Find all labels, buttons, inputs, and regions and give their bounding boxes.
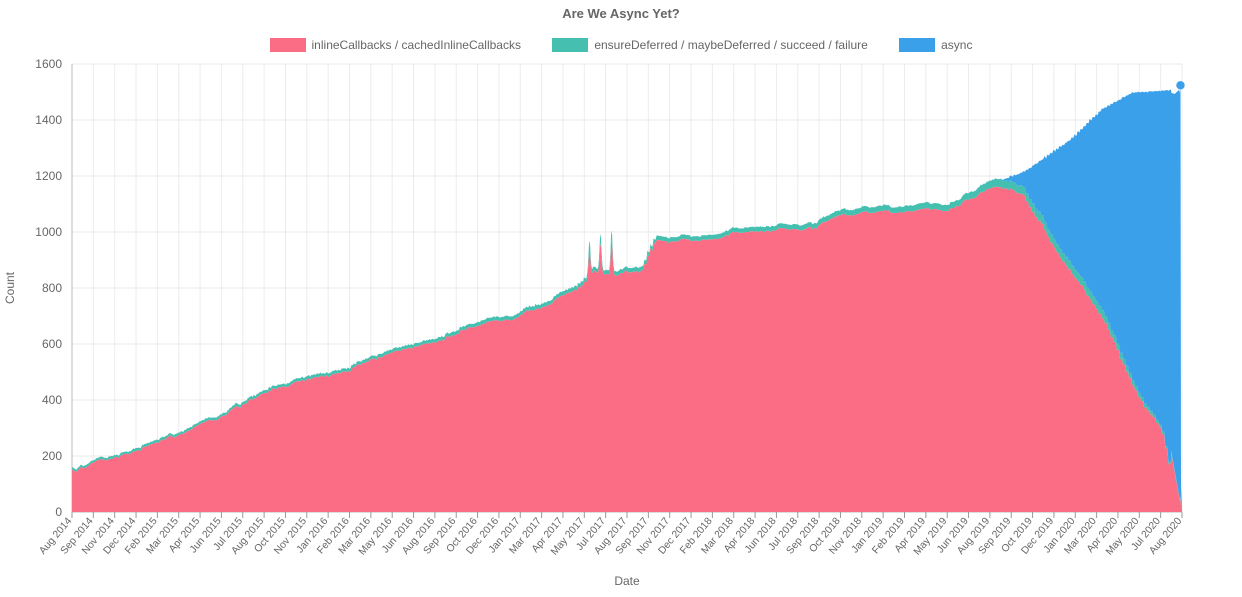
svg-text:Count: Count <box>3 271 17 304</box>
svg-text:1600: 1600 <box>35 57 62 71</box>
svg-text:400: 400 <box>42 393 62 407</box>
svg-text:1400: 1400 <box>35 113 62 127</box>
svg-text:1200: 1200 <box>35 169 62 183</box>
svg-text:800: 800 <box>42 281 62 295</box>
svg-text:0: 0 <box>55 505 62 519</box>
svg-text:600: 600 <box>42 337 62 351</box>
svg-text:Date: Date <box>614 574 640 588</box>
svg-text:200: 200 <box>42 449 62 463</box>
svg-text:1000: 1000 <box>35 225 62 239</box>
